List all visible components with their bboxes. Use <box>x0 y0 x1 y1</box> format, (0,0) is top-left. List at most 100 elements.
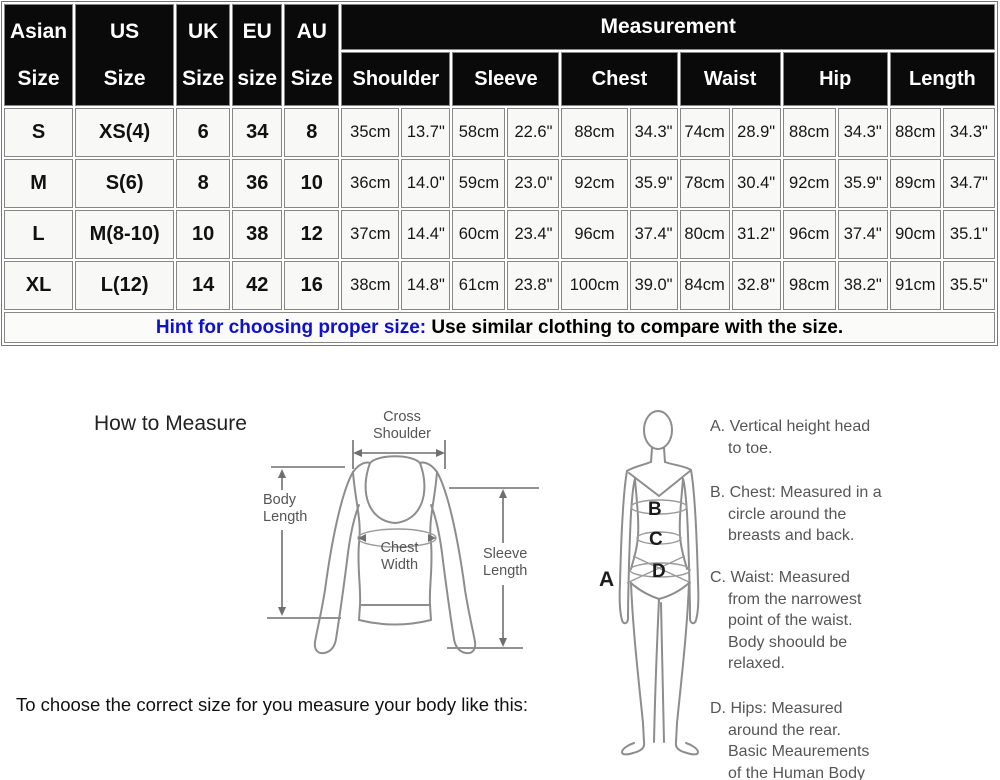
header-eu-size: EU size <box>232 4 283 106</box>
value-cell: 22.6" <box>507 108 560 157</box>
header-waist: Waist <box>679 52 781 106</box>
value-cell: 14.4" <box>401 210 451 259</box>
size-cell: 16 <box>284 261 340 310</box>
value-cell: 30.4" <box>731 159 781 208</box>
figure-label-a: A <box>599 568 614 591</box>
size-cell: 8 <box>284 108 340 157</box>
value-cell: 88cm <box>561 108 628 157</box>
size-cell: L(12) <box>75 261 175 310</box>
value-cell: 38.2" <box>837 261 888 310</box>
value-cell: 78cm <box>679 159 730 208</box>
value-cell: 39.0" <box>629 261 678 310</box>
size-cell: L <box>4 210 74 259</box>
value-cell: 34.3" <box>942 108 995 157</box>
cross-shoulder-label: Cross Shoulder <box>372 409 432 442</box>
waist-ellipse <box>636 531 682 545</box>
size-cell: 12 <box>284 210 340 259</box>
chest-width-label: Chest Width <box>380 540 419 573</box>
value-cell: 92cm <box>782 159 836 208</box>
value-cell: 14.0" <box>401 159 451 208</box>
header-length: Length <box>889 52 995 106</box>
value-cell: 35.1" <box>942 210 995 259</box>
value-cell: 34.3" <box>837 108 888 157</box>
header-uk-size: UK Size <box>176 4 231 106</box>
figure-label-b: B <box>648 499 662 520</box>
sleeve-length-label: Sleeve Length <box>483 546 528 579</box>
value-cell: 92cm <box>561 159 628 208</box>
figure-label-d: D <box>652 561 666 582</box>
value-cell: 31.2" <box>731 210 781 259</box>
value-cell: 89cm <box>889 159 941 208</box>
value-cell: 90cm <box>889 210 941 259</box>
value-cell: 23.0" <box>507 159 560 208</box>
header-asian-size: Asian Size <box>4 4 74 106</box>
size-chart-table: Asian Size US Size UK Size EU size AU Si… <box>1 1 998 346</box>
value-cell: 32.8" <box>731 261 781 310</box>
size-cell: 36 <box>232 159 283 208</box>
value-cell: 96cm <box>782 210 836 259</box>
table-row-xl: XL L(12) 14 42 16 38cm 14.8" 61cm 23.8" … <box>4 261 995 310</box>
value-cell: 84cm <box>679 261 730 310</box>
figure-label-c: C <box>649 529 663 550</box>
header-us-size: US Size <box>75 4 175 106</box>
value-cell: 14.8" <box>401 261 451 310</box>
value-cell: 88cm <box>782 108 836 157</box>
figure-outline <box>618 410 700 756</box>
value-cell: 13.7" <box>401 108 451 157</box>
shirt-measure-diagram <box>267 440 539 655</box>
value-cell: 36cm <box>341 159 400 208</box>
size-cell: 38 <box>232 210 283 259</box>
value-cell: 61cm <box>452 261 506 310</box>
hips-ellipse <box>629 562 691 578</box>
body-length-label: Body Length <box>263 492 308 525</box>
sleeve-length-arrow <box>447 487 539 649</box>
value-cell: 23.4" <box>507 210 560 259</box>
body-length-arrow <box>267 466 345 619</box>
size-cell: 10 <box>284 159 340 208</box>
value-cell: 74cm <box>679 108 730 157</box>
value-cell: 35cm <box>341 108 400 157</box>
note-chest: B. Chest: Measured in a circle around th… <box>710 484 882 544</box>
value-cell: 35.5" <box>942 261 995 310</box>
header-au-size: AU Size <box>284 4 340 106</box>
table-row-l: L M(8-10) 10 38 12 37cm 14.4" 60cm 23.4"… <box>4 210 995 259</box>
value-cell: 60cm <box>452 210 506 259</box>
size-cell: 6 <box>176 108 231 157</box>
value-cell: 28.9" <box>731 108 781 157</box>
value-cell: 88cm <box>889 108 941 157</box>
value-cell: 35.9" <box>629 159 678 208</box>
value-cell: 100cm <box>561 261 628 310</box>
hint-cell: Hint for choosing proper size: Use simil… <box>4 312 995 343</box>
value-cell: 37.4" <box>837 210 888 259</box>
value-cell: 58cm <box>452 108 506 157</box>
size-cell: M(8-10) <box>75 210 175 259</box>
header-hip: Hip <box>782 52 888 106</box>
table-row-s: S XS(4) 6 34 8 35cm 13.7" 58cm 22.6" 88c… <box>4 108 995 157</box>
measure-footer-text: To choose the correct size for you measu… <box>16 694 529 715</box>
chest-ellipse <box>630 499 688 515</box>
header-chest: Chest <box>561 52 678 106</box>
cross-shoulder-arrow <box>352 440 446 469</box>
value-cell: 80cm <box>679 210 730 259</box>
size-cell: 42 <box>232 261 283 310</box>
value-cell: 23.8" <box>507 261 560 310</box>
body-measure-figure: A B C D <box>599 410 700 756</box>
size-cell: 14 <box>176 261 231 310</box>
header-sleeve: Sleeve <box>452 52 560 106</box>
value-cell: 91cm <box>889 261 941 310</box>
header-measurement: Measurement <box>341 4 995 50</box>
header-row-top: Asian Size US Size UK Size EU size AU Si… <box>4 4 995 106</box>
size-cell: M <box>4 159 74 208</box>
size-cell: S <box>4 108 74 157</box>
size-cell: XS(4) <box>75 108 175 157</box>
size-cell: 10 <box>176 210 231 259</box>
value-cell: 37cm <box>341 210 400 259</box>
value-cell: 98cm <box>782 261 836 310</box>
shirt-outline <box>313 455 477 655</box>
value-cell: 96cm <box>561 210 628 259</box>
size-cell: S(6) <box>75 159 175 208</box>
note-hips: D. Hips: Measured around the rear. Basic… <box>710 700 870 780</box>
value-cell: 37.4" <box>629 210 678 259</box>
header-shoulder: Shoulder <box>341 52 451 106</box>
value-cell: 59cm <box>452 159 506 208</box>
